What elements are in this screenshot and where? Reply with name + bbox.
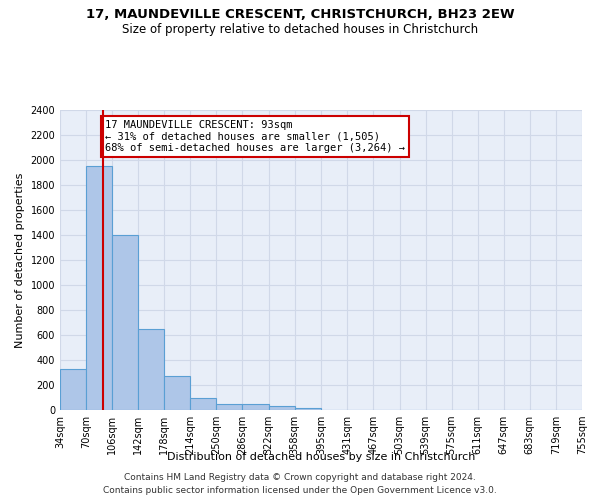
Text: 17 MAUNDEVILLE CRESCENT: 93sqm
← 31% of detached houses are smaller (1,505)
68% : 17 MAUNDEVILLE CRESCENT: 93sqm ← 31% of … — [105, 120, 405, 153]
Text: Distribution of detached houses by size in Christchurch: Distribution of detached houses by size … — [167, 452, 475, 462]
Bar — [112, 235, 138, 410]
Bar — [242, 404, 269, 410]
Y-axis label: Number of detached properties: Number of detached properties — [15, 172, 25, 348]
Text: Contains HM Land Registry data © Crown copyright and database right 2024.
Contai: Contains HM Land Registry data © Crown c… — [103, 474, 497, 495]
Text: Size of property relative to detached houses in Christchurch: Size of property relative to detached ho… — [122, 22, 478, 36]
Bar — [86, 166, 112, 410]
Bar — [164, 376, 190, 410]
Bar — [138, 329, 164, 410]
Bar — [60, 370, 86, 410]
Bar — [190, 398, 217, 410]
Bar — [217, 404, 242, 410]
Bar — [295, 408, 320, 410]
Bar — [269, 406, 295, 410]
Text: 17, MAUNDEVILLE CRESCENT, CHRISTCHURCH, BH23 2EW: 17, MAUNDEVILLE CRESCENT, CHRISTCHURCH, … — [86, 8, 514, 20]
